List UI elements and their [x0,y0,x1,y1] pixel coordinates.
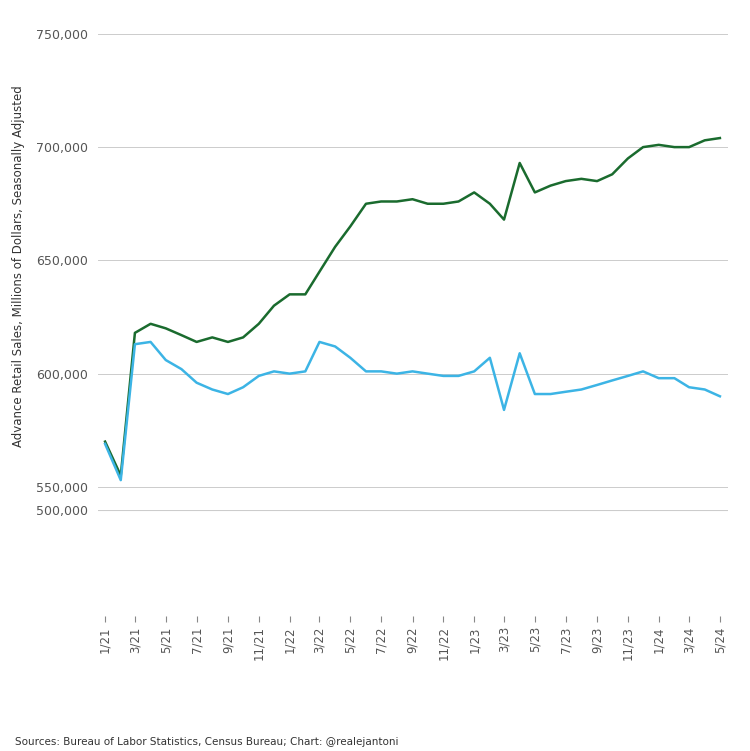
Legend: Nominal, Real: Nominal, Real [315,535,510,559]
Line: Real: Real [105,342,720,480]
Y-axis label: Advance Retail Sales, Millions of Dollars, Seasonally Adjusted: Advance Retail Sales, Millions of Dollar… [12,85,25,447]
Line: Nominal: Nominal [105,138,720,475]
Text: Sources: Bureau of Labor Statistics, Census Bureau; Chart: @realejantoni: Sources: Bureau of Labor Statistics, Cen… [15,737,398,747]
